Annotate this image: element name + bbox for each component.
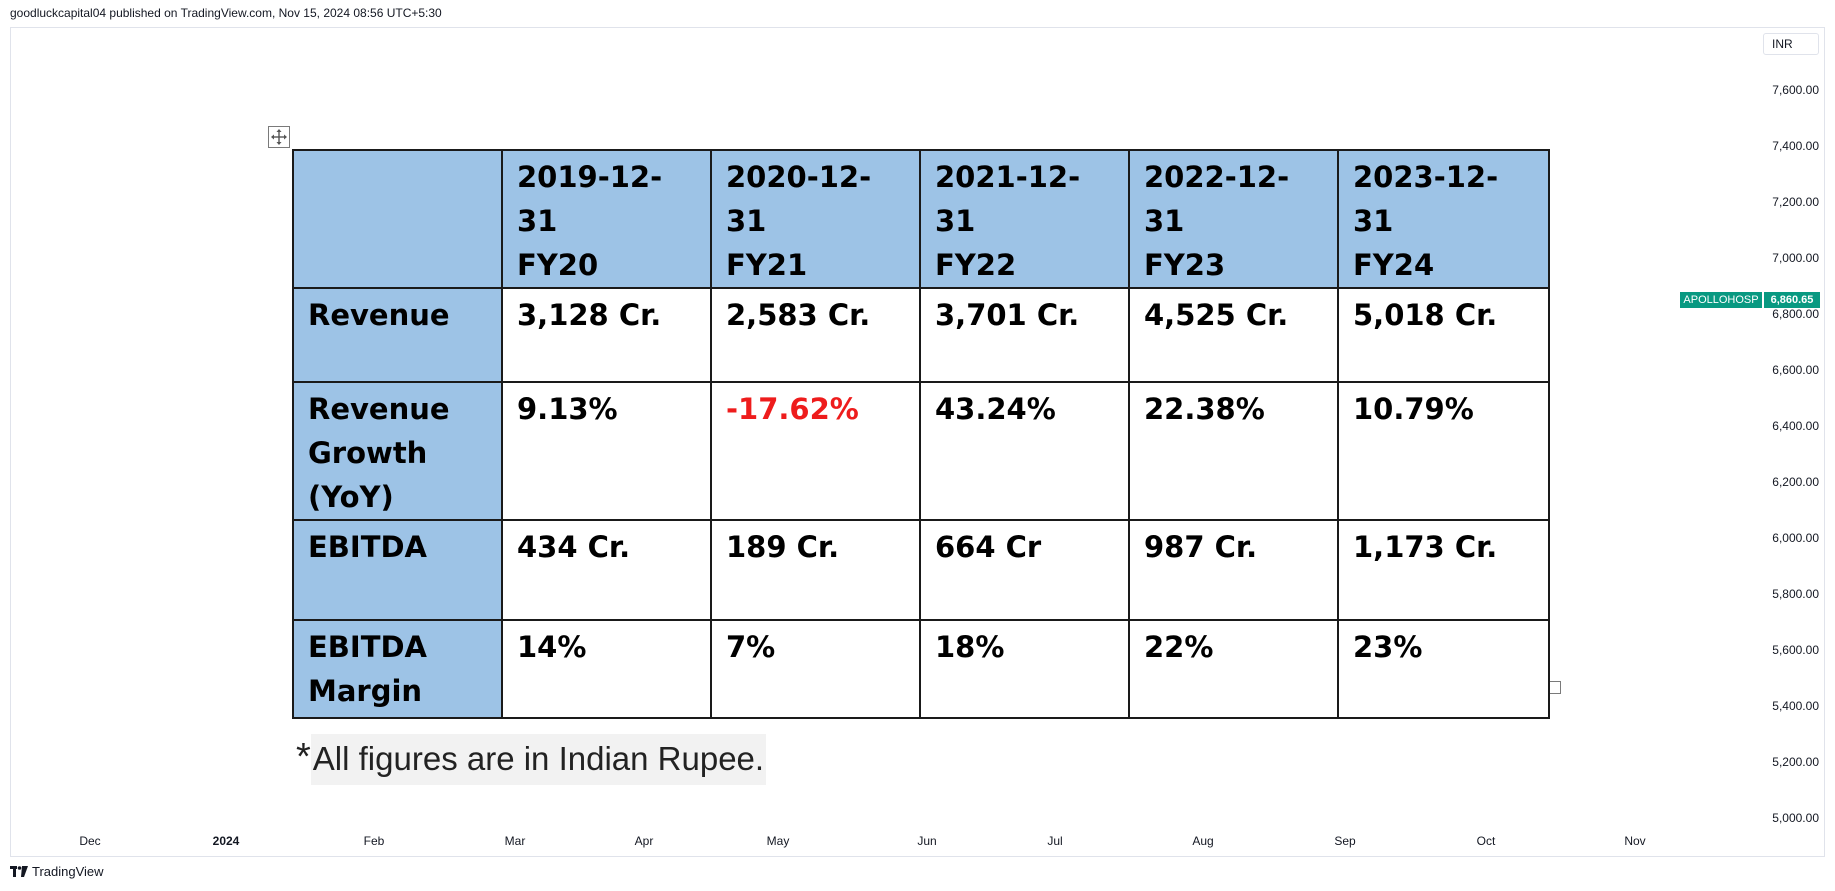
price-axis-tick: 7,400.00	[1772, 139, 1819, 153]
footnote-text: All figures are in Indian Rupee.	[310, 734, 767, 785]
time-axis-tick: Aug	[1192, 834, 1214, 848]
price-axis-tick: 6,400.00	[1772, 419, 1819, 433]
table-cell: 2,583 Cr.	[710, 287, 921, 383]
table-cell: 43.24%	[919, 381, 1130, 521]
column-header: 2023-12-31 FY24	[1337, 149, 1550, 289]
row-label: EBITDA	[292, 519, 503, 621]
column-fy: FY21	[726, 248, 808, 282]
time-axis-tick: Jul	[1047, 834, 1063, 848]
time-axis-tick: Jun	[917, 834, 937, 848]
financials-table: 2019-12-31 FY20 2020-12-31 FY21 2021-12-31…	[292, 149, 1550, 719]
table-cell: 22.38%	[1128, 381, 1339, 521]
column-fy: FY20	[517, 248, 599, 282]
row-label: Revenue	[292, 287, 503, 383]
last-price-label: 6,860.65	[1764, 292, 1820, 308]
table-cell: 987 Cr.	[1128, 519, 1339, 621]
table-cell: 23%	[1337, 619, 1550, 719]
table-cell: 189 Cr.	[710, 519, 921, 621]
price-axis-tick: 5,800.00	[1772, 587, 1819, 601]
time-axis-tick: Nov	[1624, 834, 1646, 848]
column-header: 2020-12-31 FY21	[710, 149, 921, 289]
price-axis-tick: 5,200.00	[1772, 755, 1819, 769]
price-axis-tick: 7,600.00	[1772, 83, 1819, 97]
row-label: Revenue Growth (YoY)	[292, 381, 503, 521]
price-axis-tick: 7,000.00	[1772, 251, 1819, 265]
table-row: Revenue Growth (YoY) 9.13% -17.62% 43.24…	[292, 381, 1550, 521]
chart-pane[interactable]	[10, 27, 1825, 857]
table-cell: 22%	[1128, 619, 1339, 719]
table-cell: 434 Cr.	[501, 519, 712, 621]
table-row: Revenue 3,128 Cr. 2,583 Cr. 3,701 Cr. 4,…	[292, 287, 1550, 383]
table-row: EBITDA 434 Cr. 189 Cr. 664 Cr 987 Cr. 1,…	[292, 519, 1550, 621]
move-icon[interactable]	[268, 126, 290, 148]
column-date: 2022-12-31	[1144, 160, 1290, 238]
price-axis-tick: 6,200.00	[1772, 475, 1819, 489]
price-axis-tick: 7,200.00	[1772, 195, 1819, 209]
brand-name: TradingView	[32, 864, 104, 879]
tradingview-logo-icon	[10, 866, 28, 877]
price-axis-tick: 6,000.00	[1772, 531, 1819, 545]
footnote-star: *	[296, 736, 311, 778]
price-axis-tick: 6,800.00	[1772, 307, 1819, 321]
column-date: 2021-12-31	[935, 160, 1081, 238]
table-cell: 7%	[710, 619, 921, 719]
footnote: *All figures are in Indian Rupee.	[296, 734, 767, 785]
tradingview-brand[interactable]: TradingView	[10, 864, 104, 879]
column-header: 2021-12-31 FY22	[919, 149, 1130, 289]
move-arrows-icon	[271, 129, 287, 145]
price-axis-tick: 5,600.00	[1772, 643, 1819, 657]
time-axis-tick: Feb	[363, 834, 385, 848]
table-cell: 4,525 Cr.	[1128, 287, 1339, 383]
time-axis-tick: Apr	[634, 834, 654, 848]
table-row: EBITDA Margin 14% 7% 18% 22% 23%	[292, 619, 1550, 719]
publish-info: goodluckcapital04 published on TradingVi…	[10, 6, 442, 20]
time-axis-tick: Oct	[1476, 834, 1496, 848]
time-axis-tick: Sep	[1334, 834, 1356, 848]
corner-cell	[292, 149, 503, 289]
column-fy: FY23	[1144, 248, 1226, 282]
table-cell: 3,701 Cr.	[919, 287, 1130, 383]
table-cell-negative: -17.62%	[710, 381, 921, 521]
time-axis-tick: 2024	[212, 834, 240, 848]
price-axis-tick: 5,400.00	[1772, 699, 1819, 713]
row-label: EBITDA Margin	[292, 619, 503, 719]
column-fy: FY22	[935, 248, 1017, 282]
table-cell: 14%	[501, 619, 712, 719]
column-fy: FY24	[1353, 248, 1435, 282]
symbol-price-label: APOLLOHOSP	[1680, 292, 1762, 308]
table-header-row: 2019-12-31 FY20 2020-12-31 FY21 2021-12-31…	[292, 149, 1550, 289]
price-axis-tick: 6,600.00	[1772, 363, 1819, 377]
column-header: 2019-12-31 FY20	[501, 149, 712, 289]
price-axis-tick: 5,000.00	[1772, 811, 1819, 825]
time-axis-tick: May	[766, 834, 790, 848]
time-axis-tick: Mar	[504, 834, 526, 848]
column-date: 2023-12-31	[1353, 160, 1499, 238]
table-cell: 18%	[919, 619, 1130, 719]
table-cell: 3,128 Cr.	[501, 287, 712, 383]
table-cell: 5,018 Cr.	[1337, 287, 1550, 383]
column-header: 2022-12-31 FY23	[1128, 149, 1339, 289]
column-date: 2019-12-31	[517, 160, 663, 238]
column-date: 2020-12-31	[726, 160, 872, 238]
table-cell: 10.79%	[1337, 381, 1550, 521]
currency-selector[interactable]: INR	[1763, 33, 1819, 55]
table-cell: 1,173 Cr.	[1337, 519, 1550, 621]
table-cell: 9.13%	[501, 381, 712, 521]
table-cell: 664 Cr	[919, 519, 1130, 621]
time-axis-tick: Dec	[79, 834, 101, 848]
